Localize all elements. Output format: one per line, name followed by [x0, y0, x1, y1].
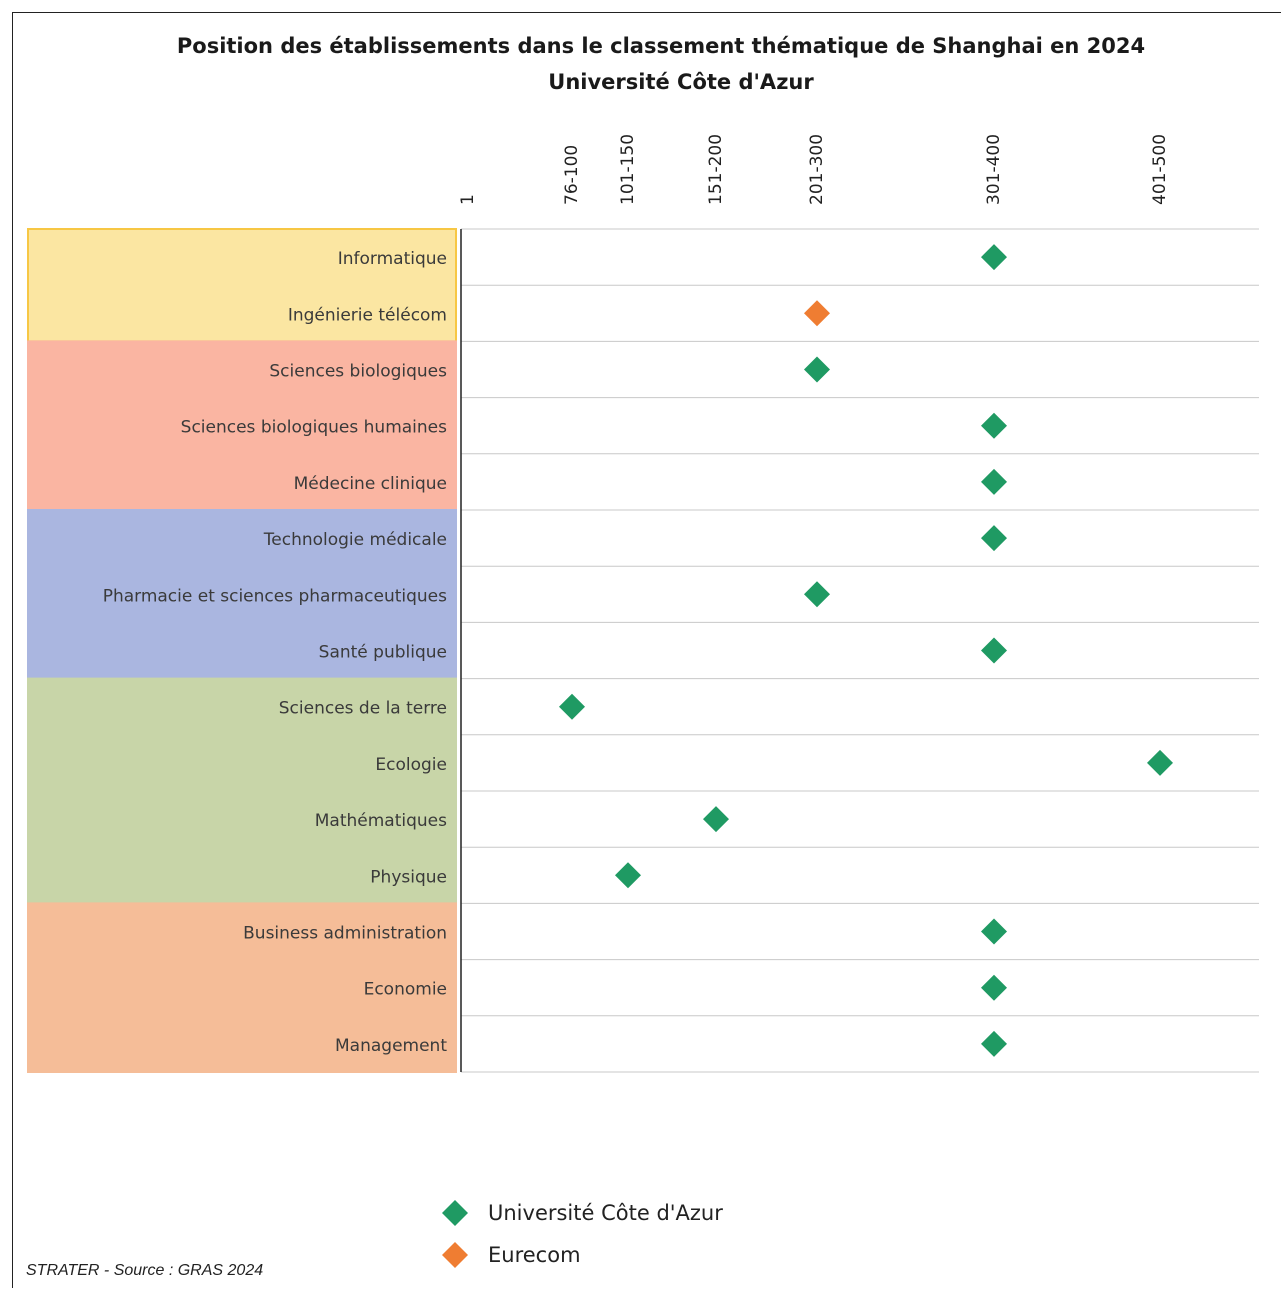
category-label: Santé publique — [319, 643, 447, 663]
legend-item-uca: Université Côte d'Azur — [440, 1198, 723, 1228]
data-point-diamond — [703, 806, 729, 833]
category-label: Mathématiques — [315, 811, 447, 831]
category-group-band — [27, 902, 457, 1074]
data-point-diamond — [1147, 749, 1173, 776]
data-point-diamond — [981, 412, 1007, 439]
category-label: Management — [335, 1036, 447, 1056]
x-tick-label: 76-100 — [562, 145, 582, 205]
category-label: Physique — [370, 867, 447, 887]
x-tick-label: 151-200 — [706, 134, 726, 205]
category-label: Sciences biologiques — [269, 362, 447, 382]
data-point-diamond — [981, 637, 1007, 664]
category-group-band — [27, 340, 457, 511]
x-tick-label: 201-300 — [807, 134, 827, 205]
category-label: Sciences de la terre — [279, 699, 447, 719]
data-point-diamond — [981, 1030, 1007, 1057]
legend-item-eurecom: Eurecom — [440, 1240, 581, 1270]
data-point-diamond — [981, 244, 1007, 271]
data-point-diamond — [804, 581, 830, 608]
x-tick-label: 301-400 — [984, 134, 1004, 205]
category-label: Business administration — [243, 924, 447, 944]
diamond-orange-icon — [442, 1242, 468, 1268]
category-label: Ingénierie télécom — [288, 305, 447, 325]
category-label: Pharmacie et sciences pharmaceutiques — [103, 586, 447, 606]
category-label: Sciences biologiques humaines — [181, 418, 447, 438]
data-point-diamond — [981, 468, 1007, 495]
data-point-diamond — [981, 918, 1007, 945]
diamond-green-icon — [442, 1200, 468, 1226]
category-label: Médecine clinique — [294, 474, 447, 494]
chart-subtitle: Université Côte d'Azur — [548, 70, 814, 94]
category-label: Economie — [364, 980, 447, 1000]
data-point-diamond — [981, 525, 1007, 552]
source-note: STRATER - Source : GRAS 2024 — [26, 1262, 264, 1279]
category-group-band — [27, 228, 457, 343]
legend-label: Eurecom — [488, 1243, 581, 1267]
x-tick-label: 1 — [458, 194, 478, 205]
category-group-band — [27, 509, 457, 680]
chart-title: Position des établissements dans le clas… — [176, 34, 1146, 58]
chart-frame — [12, 12, 1281, 1288]
x-tick-label: 401-500 — [1150, 134, 1170, 205]
x-tick-label: 101-150 — [618, 134, 638, 205]
legend-label: Université Côte d'Azur — [488, 1201, 723, 1225]
data-point-diamond — [804, 300, 830, 327]
data-point-diamond — [559, 693, 585, 720]
category-label: Informatique — [338, 249, 447, 269]
data-point-diamond — [981, 974, 1007, 1001]
category-label: Technologie médicale — [263, 530, 447, 550]
data-point-diamond — [615, 862, 641, 889]
category-label: Ecologie — [375, 755, 447, 775]
category-group-band — [27, 677, 457, 905]
data-point-diamond — [804, 356, 830, 383]
